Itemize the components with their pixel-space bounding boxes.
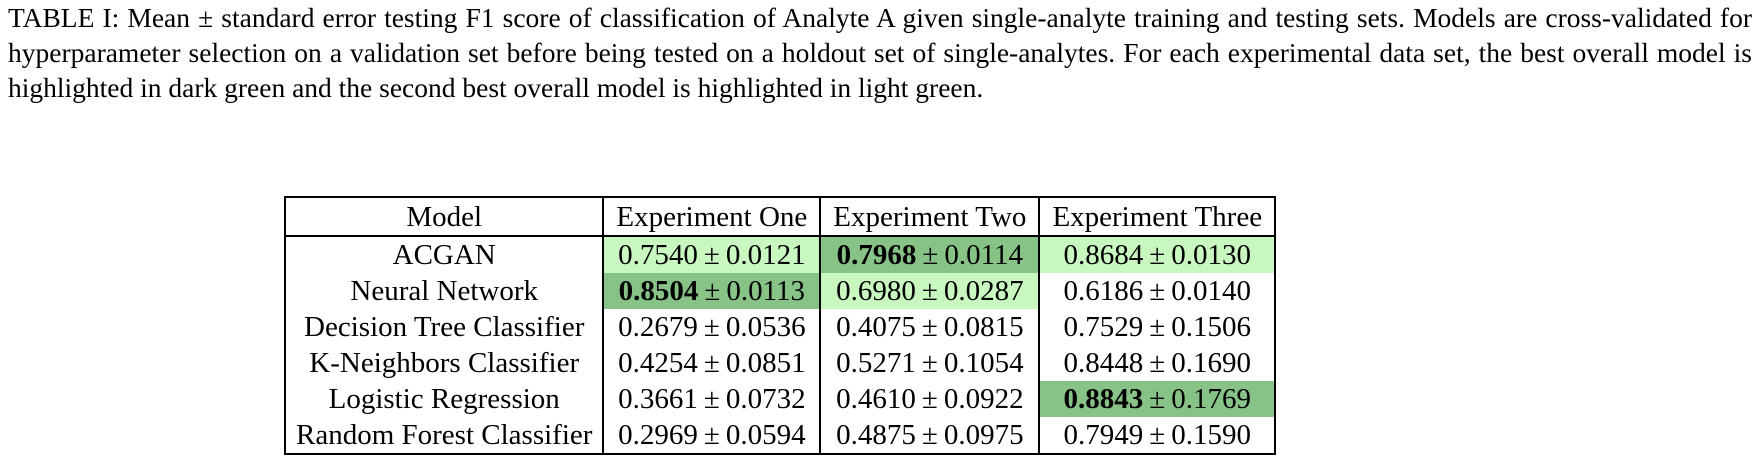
score-cell: 0.6186 ±0.0140 <box>1038 273 1277 309</box>
plus-minus-symbol: ± <box>1149 275 1166 307</box>
score-standard-error: 0.0536 <box>725 311 806 343</box>
score-standard-error: 0.0130 <box>1171 239 1251 271</box>
score-standard-error: 0.1690 <box>1171 347 1251 379</box>
table-row: Decision Tree Classifier 0.2679 ±0.0536 0.4… <box>283 309 1277 345</box>
score-cell: 0.7529 ±0.1506 <box>1038 309 1277 345</box>
plus-minus-symbol: ± <box>1149 347 1166 379</box>
score-cell: 0.8504 ±0.0113 <box>602 273 822 309</box>
score-cell: 0.5271 ±0.1054 <box>819 345 1041 381</box>
header-experiment-one: Experiment One <box>602 196 822 237</box>
header-model: Model <box>283 196 605 237</box>
score-standard-error: 0.0732 <box>725 383 806 415</box>
score-cell: 0.3661 ±0.0732 <box>602 381 822 417</box>
score-standard-error: 0.0113 <box>726 275 806 307</box>
score-standard-error: 0.0815 <box>943 311 1024 343</box>
table-row: Neural Network 0.8504 ±0.0113 0.6980 ±0.0287… <box>283 273 1277 309</box>
score-standard-error: 0.1769 <box>1171 383 1251 415</box>
score-cell: 0.7540 ±0.0121 <box>602 236 822 273</box>
score-mean: 0.5271 <box>836 347 916 379</box>
plus-minus-symbol: ± <box>703 239 720 271</box>
score-standard-error: 0.0114 <box>944 239 1024 271</box>
score-standard-error: 0.0851 <box>725 347 806 379</box>
plus-minus-symbol: ± <box>1149 383 1166 415</box>
score-mean: 0.4254 <box>618 347 698 379</box>
score-cell: 0.2969 ±0.0594 <box>602 417 822 455</box>
score-cell: 0.7968 ±0.0114 <box>819 236 1041 273</box>
plus-minus-symbol: ± <box>921 347 938 379</box>
plus-minus-symbol: ± <box>1149 419 1166 451</box>
score-cell: 0.4075 ±0.0815 <box>819 309 1041 345</box>
score-mean: 0.2969 <box>618 419 698 451</box>
score-mean: 0.4075 <box>836 311 916 343</box>
score-cell: 0.8843 ±0.1769 <box>1038 381 1277 417</box>
table-body: ACGAN 0.7540 ±0.0121 0.7968 ±0.0114 0.8684 ±0.… <box>283 236 1277 455</box>
plus-minus-symbol: ± <box>703 383 720 415</box>
score-cell: 0.4875 ±0.0975 <box>819 417 1041 455</box>
plus-minus-symbol: ± <box>704 275 721 307</box>
score-standard-error: 0.0922 <box>943 383 1024 415</box>
plus-minus-symbol: ± <box>921 275 938 307</box>
score-cell: 0.8448 ±0.1690 <box>1038 345 1277 381</box>
score-mean: 0.7529 <box>1063 311 1144 343</box>
score-mean: 0.6980 <box>836 275 916 307</box>
score-standard-error: 0.1054 <box>943 347 1024 379</box>
table-header-row: Model Experiment One Experiment Two Expe… <box>283 196 1277 237</box>
plus-minus-symbol: ± <box>1149 311 1166 343</box>
score-mean: 0.7540 <box>618 239 698 271</box>
score-cell: 0.2679 ±0.0536 <box>602 309 822 345</box>
results-table: Model Experiment One Experiment Two Expe… <box>283 196 1277 455</box>
score-mean: 0.2679 <box>618 311 698 343</box>
score-mean: 0.8843 <box>1063 383 1144 415</box>
score-cell: 0.4254 ±0.0851 <box>602 345 822 381</box>
table-caption: TABLE I: Mean ± standard error testing F… <box>8 2 1752 103</box>
plus-minus-symbol: ± <box>922 239 939 271</box>
header-experiment-two: Experiment Two <box>819 196 1041 237</box>
score-mean: 0.8684 <box>1063 239 1144 271</box>
score-standard-error: 0.0121 <box>725 239 806 271</box>
score-standard-error: 0.0975 <box>943 419 1024 451</box>
table-row: Logistic Regression 0.3661 ±0.0732 0.4610 ±0… <box>283 381 1277 417</box>
score-standard-error: 0.1506 <box>1171 311 1251 343</box>
plus-minus-symbol: ± <box>921 311 938 343</box>
table-row: K-Neighbors Classifier 0.4254 ±0.0851 0.527… <box>283 345 1277 381</box>
model-name-cell: K-Neighbors Classifier <box>283 345 605 381</box>
score-standard-error: 0.1590 <box>1171 419 1251 451</box>
score-mean: 0.4875 <box>836 419 916 451</box>
plus-minus-symbol: ± <box>921 383 938 415</box>
score-standard-error: 0.0140 <box>1171 275 1251 307</box>
model-name-cell: Neural Network <box>283 273 605 309</box>
score-cell: 0.4610 ±0.0922 <box>819 381 1041 417</box>
plus-minus-symbol: ± <box>703 311 720 343</box>
table-row: ACGAN 0.7540 ±0.0121 0.7968 ±0.0114 0.8684 ±0.… <box>283 236 1277 273</box>
score-mean: 0.8504 <box>618 275 699 307</box>
score-mean: 0.7949 <box>1063 419 1144 451</box>
score-cell: 0.7949 ±0.1590 <box>1038 417 1277 455</box>
model-name-cell: Logistic Regression <box>283 381 605 417</box>
score-mean: 0.7968 <box>836 239 917 271</box>
table-row: Random Forest Classifier 0.2969 ±0.0594 0.4… <box>283 417 1277 455</box>
plus-minus-symbol: ± <box>703 419 720 451</box>
plus-minus-symbol: ± <box>703 347 720 379</box>
score-cell: 0.8684 ±0.0130 <box>1038 236 1277 273</box>
model-name-cell: ACGAN <box>283 236 605 273</box>
plus-minus-symbol: ± <box>921 419 938 451</box>
score-mean: 0.6186 <box>1063 275 1144 307</box>
score-standard-error: 0.0287 <box>943 275 1024 307</box>
score-mean: 0.4610 <box>836 383 916 415</box>
score-mean: 0.3661 <box>618 383 698 415</box>
model-name-cell: Decision Tree Classifier <box>283 309 605 345</box>
results-table-container: Model Experiment One Experiment Two Expe… <box>283 196 1277 455</box>
score-cell: 0.6980 ±0.0287 <box>819 273 1041 309</box>
score-standard-error: 0.0594 <box>725 419 806 451</box>
plus-minus-symbol: ± <box>1149 239 1166 271</box>
header-experiment-three: Experiment Three <box>1038 196 1277 237</box>
score-mean: 0.8448 <box>1063 347 1144 379</box>
model-name-cell: Random Forest Classifier <box>283 417 605 455</box>
